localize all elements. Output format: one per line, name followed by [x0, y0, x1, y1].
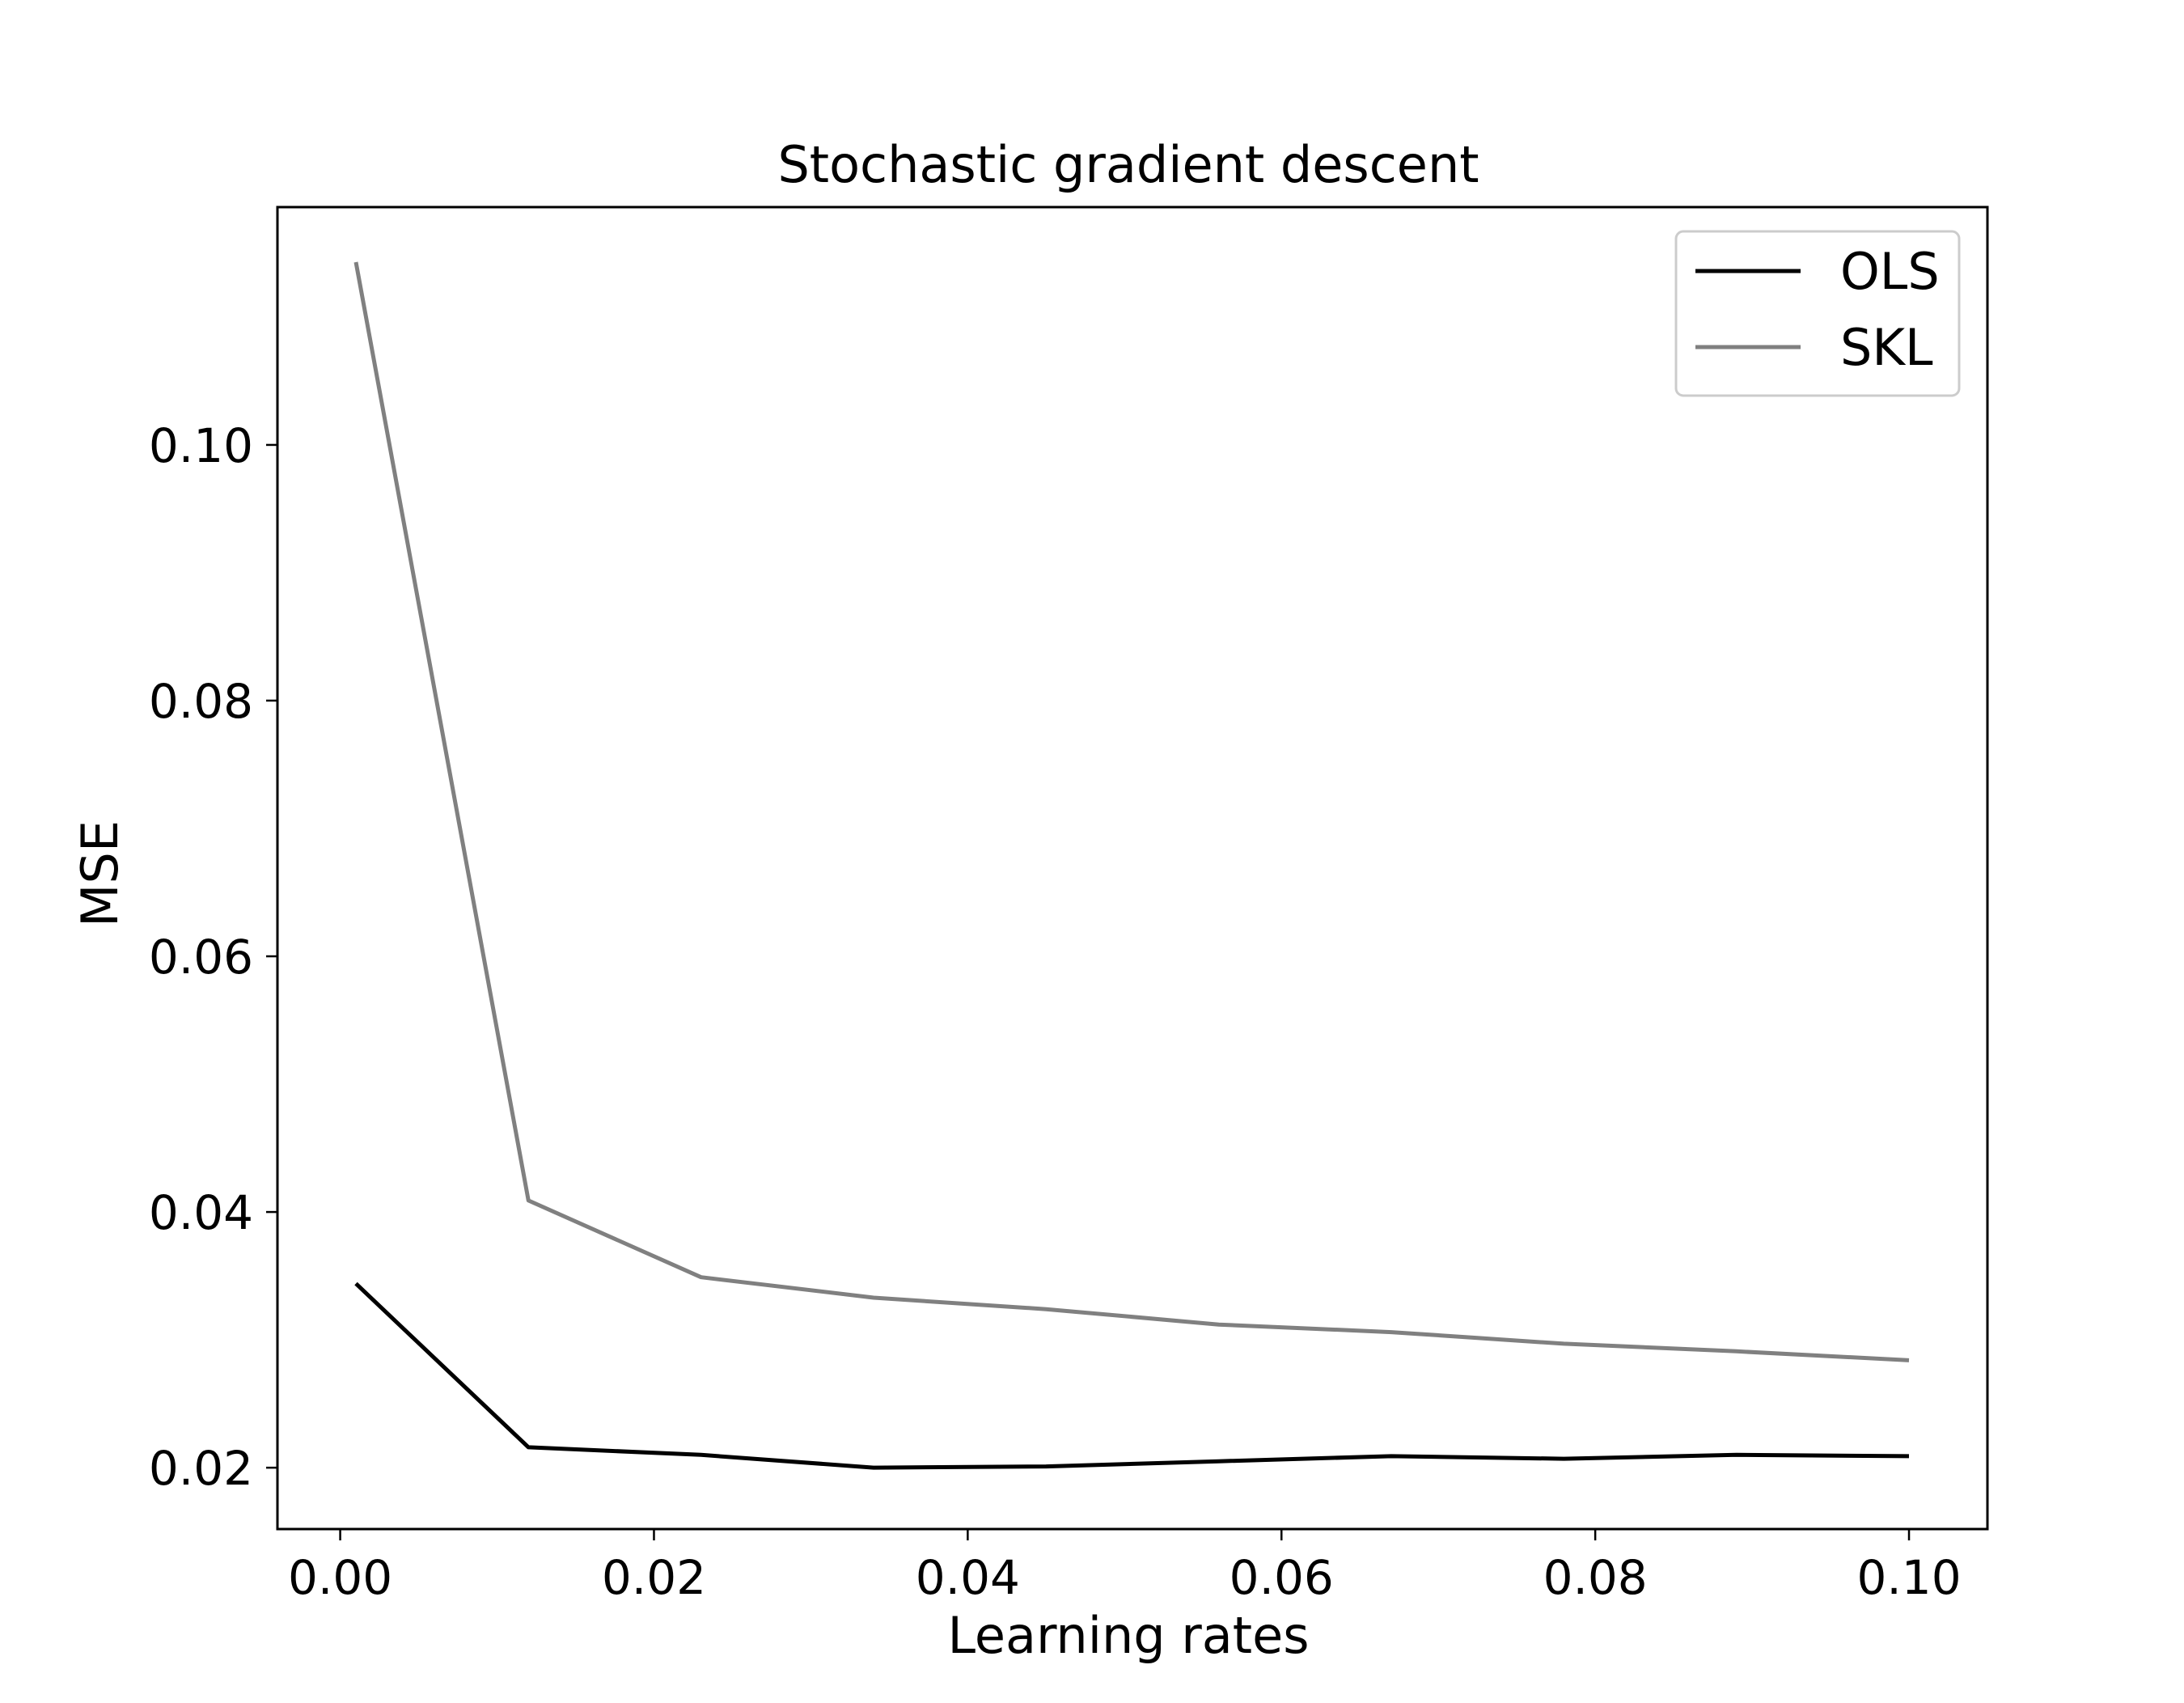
y-tick-label: 0.10 [149, 418, 253, 473]
x-axis-title: Learning rates [947, 1606, 1309, 1665]
series-line-skl [353, 261, 1910, 1362]
x-tick-label: 0.06 [1230, 1550, 1334, 1605]
plot-frame [276, 205, 1989, 1531]
x-tick-label: 0.00 [288, 1550, 392, 1605]
x-tick-label: 0.04 [916, 1550, 1020, 1605]
y-tick-label: 0.04 [149, 1185, 253, 1240]
y-axis-ticks: 0.02 0.04 0.06 0.08 0.10 [149, 418, 277, 1496]
y-tick-label: 0.06 [149, 930, 253, 985]
y-axis-title: MSE [70, 820, 129, 927]
legend-items: OLS SKL [1695, 242, 1940, 377]
y-tick-label: 0.02 [149, 1441, 253, 1496]
x-axis-ticks: 0.00 0.02 0.04 0.06 0.08 0.10 [288, 1529, 1962, 1605]
legend: OLS SKL [1674, 230, 1961, 397]
series-line-ols [354, 1281, 1910, 1470]
x-tick-label: 0.08 [1543, 1550, 1648, 1605]
y-tick-label: 0.08 [149, 674, 253, 729]
x-tick-label: 0.10 [1856, 1550, 1961, 1605]
x-tick-label: 0.02 [602, 1550, 706, 1605]
legend-label-skl: SKL [1840, 318, 1933, 377]
series-layer [353, 261, 1910, 1470]
legend-label-ols: OLS [1840, 242, 1940, 301]
chart-title: Stochastic gradient descent [777, 135, 1479, 194]
